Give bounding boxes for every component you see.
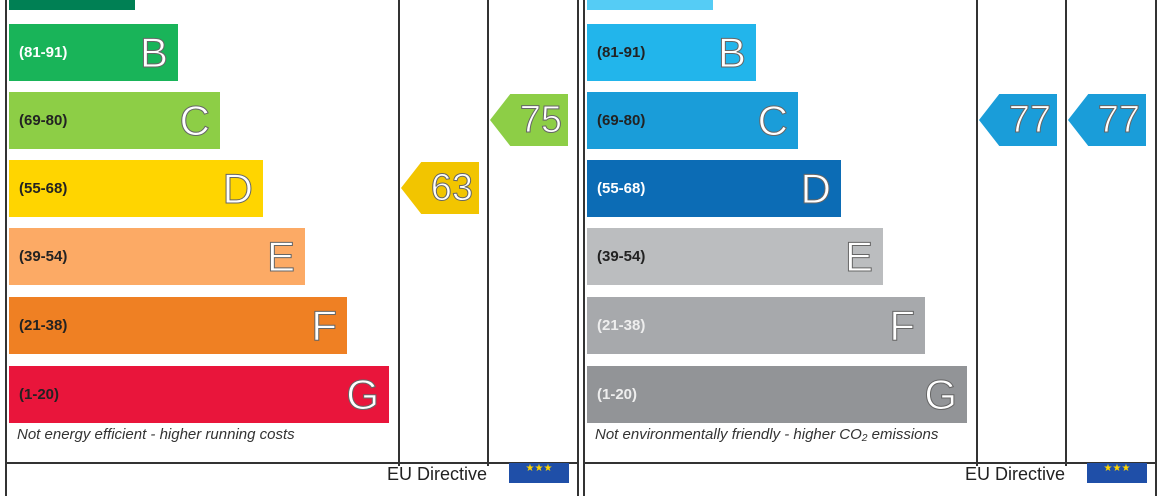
band-range: (55-68)	[19, 180, 68, 197]
band-range: (21-38)	[597, 317, 646, 334]
band-letter: B	[139, 28, 168, 76]
band-bar-e: (39-54) E	[9, 228, 305, 285]
environmental-impact-panel: A (81-91) B (69-80) C (55-68) D (39-54) E (21-38)…	[583, 0, 1157, 496]
band-range: (1-20)	[19, 386, 60, 403]
current-rating-arrow: 63	[401, 162, 479, 214]
column-divider	[398, 0, 400, 466]
band-letter: F	[889, 301, 916, 349]
band-bar-a: A	[9, 0, 135, 10]
band-bar-b: (81-91) B	[587, 24, 756, 81]
band-range: (1-20)	[597, 386, 638, 403]
energy-efficiency-panel: A (81-91) B (69-80) C (55-68) D (39-54) E (21-38)…	[5, 0, 579, 496]
band-bar-f: (21-38) F	[9, 297, 347, 354]
band-bar-d: (55-68) D	[9, 160, 263, 217]
band-bar-d: (55-68) D	[587, 160, 841, 217]
band-bar-c: (69-80) C	[9, 92, 220, 149]
band-range: (21-38)	[19, 317, 68, 334]
potential-rating-arrow: 77	[1068, 94, 1146, 146]
eu-directive-label: EU Directive	[387, 464, 488, 484]
band-letter: D	[800, 164, 831, 212]
eu-flag-icon: ★★★	[509, 463, 569, 483]
band-range: (81-91)	[19, 44, 68, 61]
potential-rating-arrow: 75	[490, 94, 568, 146]
footer-divider	[585, 462, 1155, 464]
band-bar-a: A	[587, 0, 713, 10]
eu-directive-label: EU Directive	[965, 464, 1066, 484]
band-range: (39-54)	[597, 248, 646, 265]
eu-flag-icon: ★★★	[1087, 463, 1147, 483]
band-bar-b: (81-91) B	[9, 24, 178, 81]
band-letter: E	[844, 232, 873, 280]
footer-divider	[7, 462, 577, 464]
band-bar-g: (1-20) G	[9, 366, 389, 423]
band-bar-g: (1-20) G	[587, 366, 967, 423]
band-range: (69-80)	[597, 112, 646, 129]
band-letter: D	[222, 164, 253, 212]
band-bar-e: (39-54) E	[587, 228, 883, 285]
band-letter: G	[346, 370, 380, 418]
band-bar-f: (21-38) F	[587, 297, 925, 354]
band-letter: A	[96, 0, 125, 6]
band-letter: B	[717, 28, 746, 76]
band-letter: G	[924, 370, 958, 418]
band-letter: A	[674, 0, 703, 6]
footer-note: Not environmentally friendly - higher CO…	[595, 426, 939, 443]
band-range: (55-68)	[597, 180, 646, 197]
band-letter: E	[266, 232, 295, 280]
band-range: (81-91)	[597, 44, 646, 61]
band-bar-c: (69-80) C	[587, 92, 798, 149]
band-range: (39-54)	[19, 248, 68, 265]
column-divider	[976, 0, 978, 466]
current-rating-arrow: 77	[979, 94, 1057, 146]
band-range: (69-80)	[19, 112, 68, 129]
band-letter: C	[179, 96, 210, 144]
column-divider	[1065, 0, 1067, 466]
footer-note: Not energy efficient - higher running co…	[17, 426, 295, 443]
column-divider	[487, 0, 489, 466]
band-letter: F	[311, 301, 338, 349]
band-letter: C	[757, 96, 788, 144]
